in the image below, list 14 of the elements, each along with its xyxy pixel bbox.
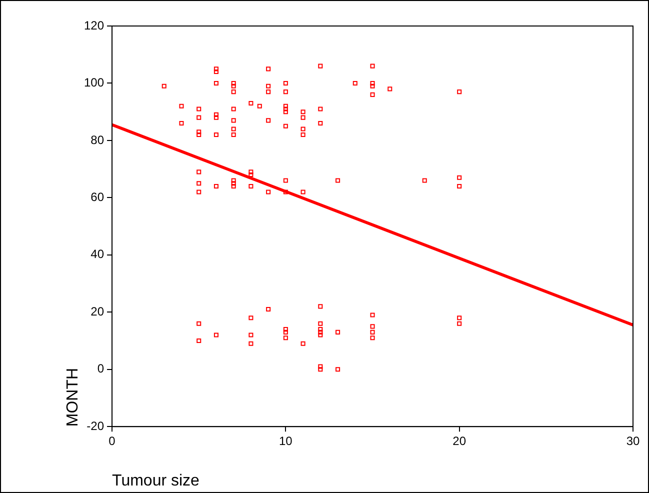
y-tick-label: 80 bbox=[90, 132, 104, 147]
x-tick-label: 20 bbox=[452, 434, 466, 448]
x-axis-title: Tumour size bbox=[112, 472, 200, 490]
x-tick-label: 30 bbox=[626, 434, 640, 448]
y-tick-label: 20 bbox=[90, 304, 104, 318]
y-tick-label: 120 bbox=[84, 18, 104, 32]
y-axis-title: MONTH bbox=[64, 368, 82, 427]
y-tick-label: 40 bbox=[90, 247, 104, 262]
y-tick-label: 60 bbox=[90, 190, 104, 204]
y-tick-label: -20 bbox=[86, 418, 104, 433]
x-tick-label: 0 bbox=[108, 434, 116, 448]
y-tick-label: 100 bbox=[84, 76, 104, 90]
x-tick-label: 10 bbox=[279, 434, 293, 448]
y-tick-label: 0 bbox=[97, 362, 104, 376]
